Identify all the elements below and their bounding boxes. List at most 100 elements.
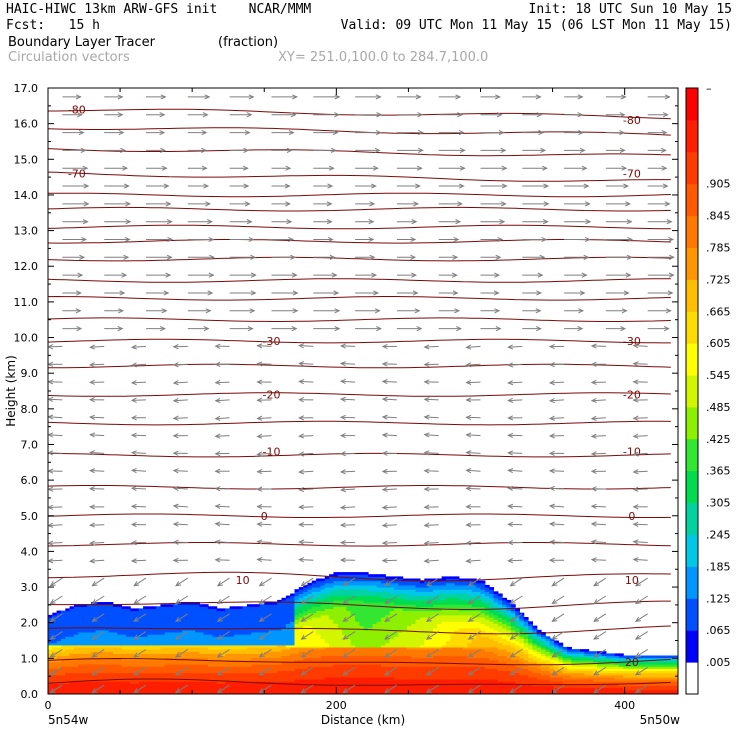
tracer-cell [95, 655, 101, 659]
tracer-cell [307, 653, 313, 657]
tracer-cell [445, 666, 451, 669]
tracer-cell [307, 640, 313, 644]
tracer-cell [376, 676, 382, 680]
tracer-cell [463, 646, 469, 650]
tracer-cell [359, 610, 365, 614]
tracer-cell [316, 642, 321, 646]
tracer-cell [355, 653, 360, 657]
tracer-cell [177, 668, 183, 671]
tracer-cell [130, 655, 136, 659]
tracer-cell [437, 614, 443, 618]
tracer-cell [463, 638, 469, 642]
tracer-cell [138, 612, 144, 616]
tracer-cell [437, 587, 443, 590]
tracer-cell [251, 623, 257, 627]
tracer-cell [277, 602, 283, 605]
tracer-cell [320, 640, 326, 644]
tracer-cell [415, 664, 421, 667]
tracer-cell [164, 644, 170, 648]
tracer-cell [424, 584, 430, 588]
tracer-cell [363, 657, 369, 661]
tracer-cell [311, 606, 317, 609]
tracer-cell [190, 670, 196, 674]
tracer-cell [186, 640, 192, 644]
tracer-cell [125, 661, 131, 665]
tracer-cell [78, 640, 84, 644]
tracer-cell [355, 617, 360, 620]
tracer-cell [99, 659, 105, 663]
tracer-cell [190, 610, 196, 614]
tracer-cell [437, 619, 443, 622]
tracer-cell [238, 606, 244, 609]
tracer-cell [480, 676, 486, 680]
tracer-cell [350, 687, 356, 691]
tracer-cell [493, 674, 499, 678]
tracer-cell [272, 610, 278, 614]
tracer-cell [476, 653, 482, 657]
tracer-cell [432, 634, 438, 637]
tracer-cell [112, 634, 118, 637]
tracer-cell [394, 653, 399, 657]
tracer-cell [350, 681, 356, 684]
tracer-cell [156, 644, 161, 648]
tracer-cell [355, 687, 360, 691]
tracer-cell [419, 646, 425, 650]
tracer-cell [376, 610, 382, 614]
tracer-cell [385, 587, 391, 590]
tracer-cell [259, 644, 265, 648]
tracer-cell [411, 582, 417, 586]
tracer-cell [463, 580, 469, 584]
tracer-cell [333, 612, 339, 616]
tracer-cell [471, 606, 477, 609]
tracer-cell [298, 617, 304, 620]
tracer-cell [424, 668, 430, 671]
tracer-cell [182, 659, 187, 663]
tracer-cell [272, 634, 278, 637]
tracer-cell [394, 610, 399, 614]
tracer-cell [285, 679, 291, 682]
tracer-cell [381, 683, 386, 686]
tracer-cell [458, 655, 464, 659]
tracer-cell [450, 672, 456, 676]
tracer-cell [125, 632, 131, 635]
tracer-cell [415, 597, 421, 601]
tracer-cell [108, 640, 114, 644]
tracer-cell [419, 610, 425, 614]
tracer-cell [458, 685, 464, 689]
tracer-cell [298, 640, 304, 644]
tracer-cell [272, 689, 278, 693]
tracer-cell [61, 623, 66, 627]
tracer-cell [303, 597, 309, 601]
tracer-cell [221, 691, 226, 694]
tracer-cell [333, 661, 339, 665]
tracer-cell [307, 674, 313, 678]
tracer-cell [368, 634, 373, 637]
tracer-cell [437, 593, 443, 597]
tracer-cell [398, 580, 404, 584]
tracer-cell [285, 644, 291, 648]
tracer-cell [138, 674, 144, 678]
tracer-cell [199, 668, 205, 671]
tracer-cell [199, 685, 205, 689]
tracer-cell [61, 691, 66, 694]
tracer-cell [117, 687, 123, 691]
tracer-cell [294, 610, 300, 614]
tracer-cell [428, 606, 434, 609]
tracer-cell [450, 606, 456, 609]
tracer-cell [363, 634, 369, 637]
tracer-cell [121, 614, 127, 618]
tracer-cell [385, 668, 391, 671]
tracer-cell [156, 614, 161, 618]
tracer-cell [86, 625, 92, 629]
tracer-cell [151, 636, 157, 639]
tracer-cell [294, 632, 300, 635]
tracer-cell [56, 621, 62, 624]
tracer-cell [437, 589, 443, 592]
tracer-cell [61, 668, 66, 671]
tracer-cell [264, 612, 270, 616]
tracer-cell [471, 604, 477, 607]
tracer-cell [147, 610, 153, 614]
tracer-cell [480, 642, 486, 646]
tracer-cell [221, 640, 226, 644]
tracer-cell [277, 646, 283, 650]
